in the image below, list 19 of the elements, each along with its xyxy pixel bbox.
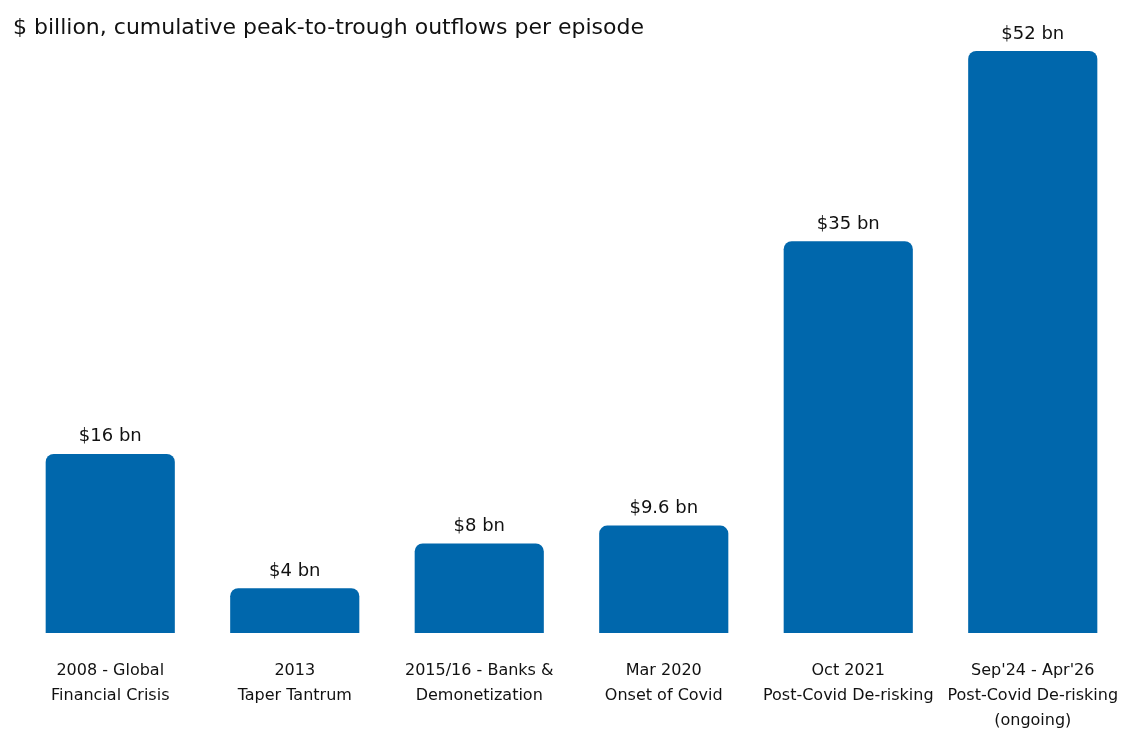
bar [599, 525, 729, 633]
bar [230, 588, 360, 633]
bar [414, 543, 544, 633]
data-label: $9.6 bn [629, 496, 699, 518]
x-tick-label: Mar 2020 Onset of Covid [604, 660, 723, 704]
data-label: $16 bn [78, 424, 142, 446]
bar [783, 241, 913, 633]
data-label: $35 bn [816, 211, 880, 233]
x-tick-label: 2008 - Global Financial Crisis [51, 660, 170, 704]
bar [968, 51, 1098, 633]
x-tick-label: Sep'24 - Apr'26 Post-Covid De-risking (ongoing) [947, 660, 1119, 729]
data-label: $52 bn [1001, 21, 1065, 43]
data-label: $4 bn [269, 558, 321, 580]
data-label: $8 bn [453, 513, 505, 535]
x-tick-label: 2015/16 - Banks & Demonetization [405, 660, 554, 704]
x-tick-label: Oct 2021 Post-Covid De-risking [762, 660, 934, 704]
chart-subtitle: $ billion, cumulative peak-to-trough outflows per episode [13, 13, 645, 39]
x-tick-label: 2013 Taper Tantrum [236, 660, 352, 704]
bar [45, 453, 175, 633]
